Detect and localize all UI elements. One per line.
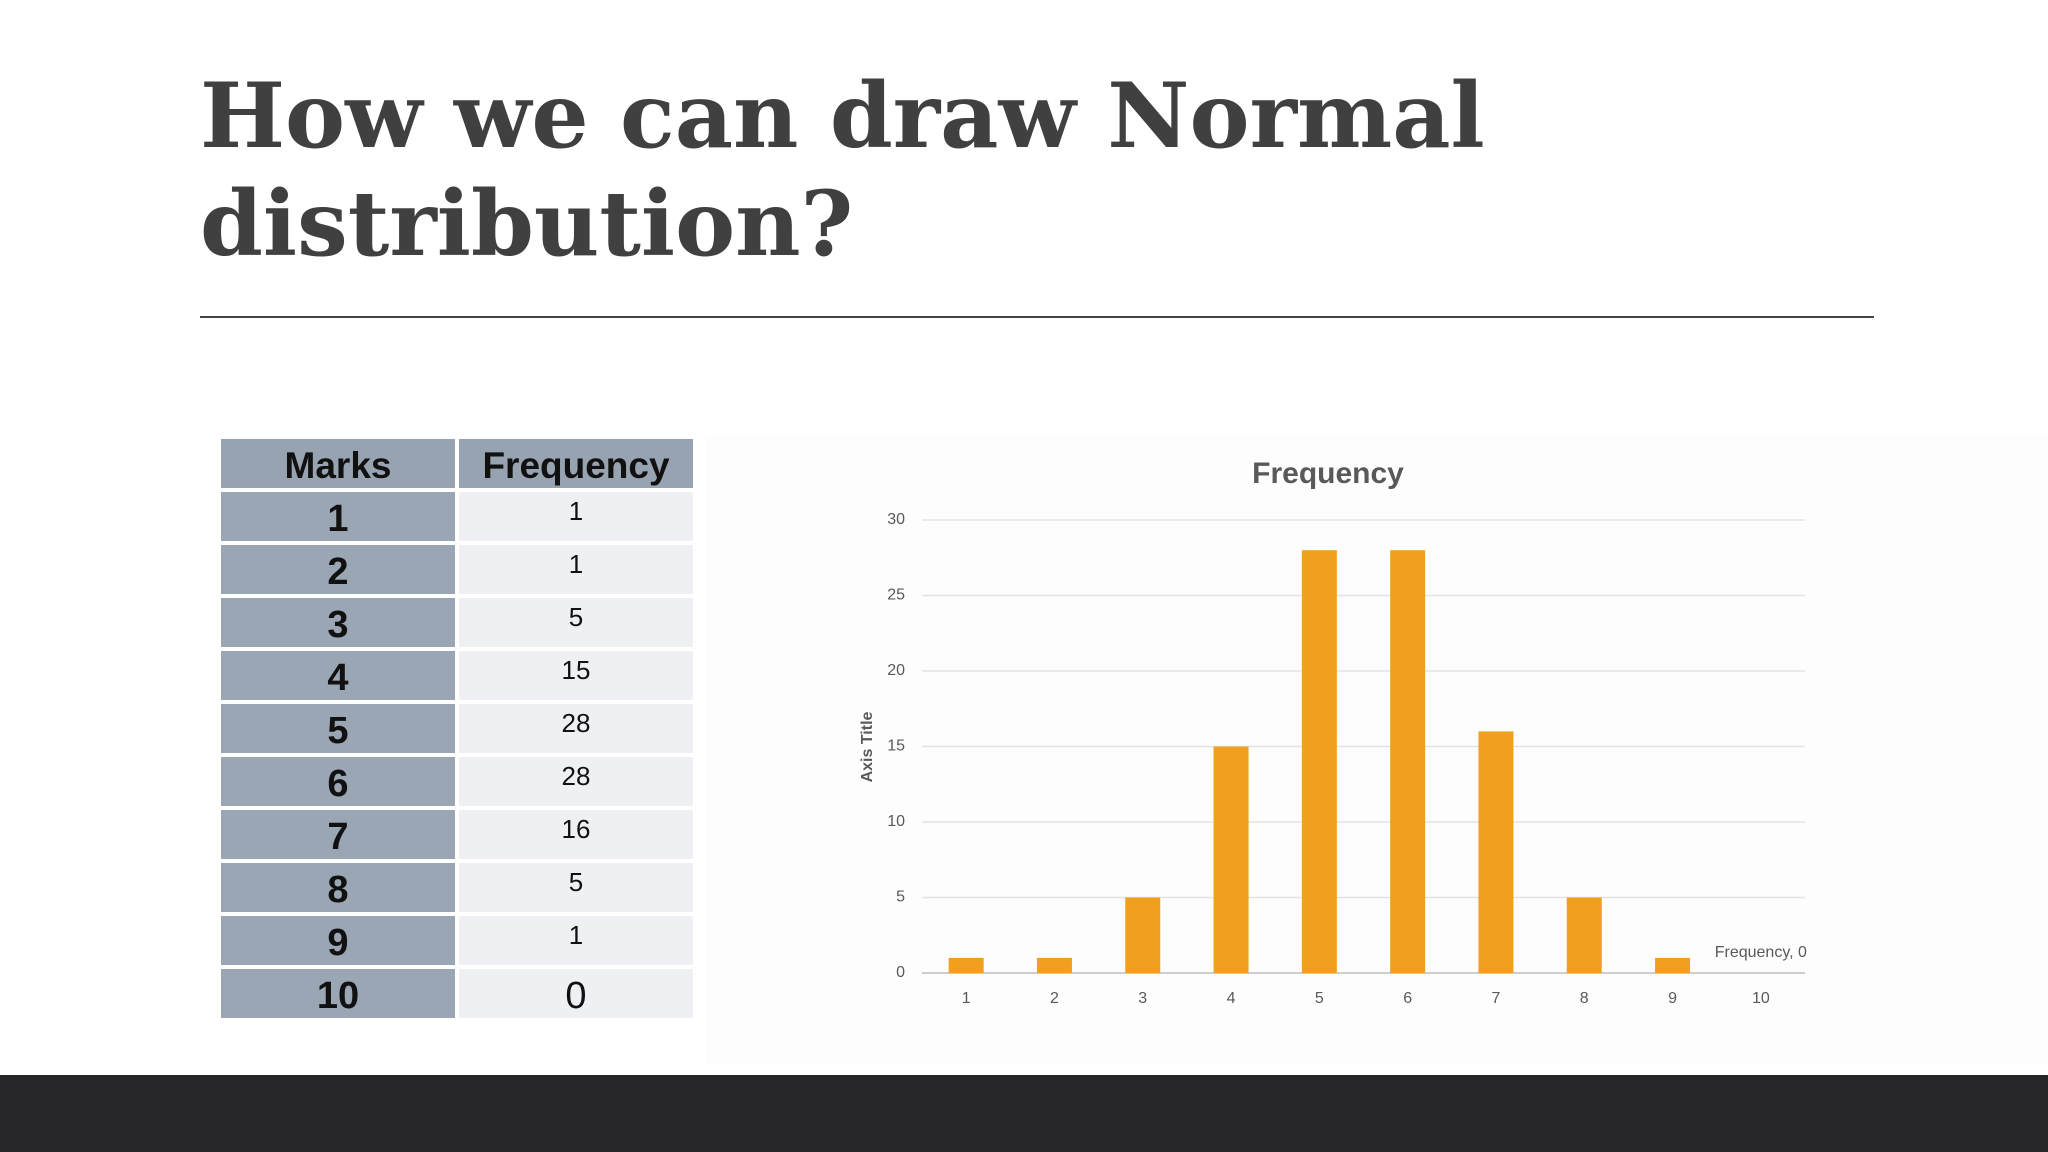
table-cell: 6 xyxy=(219,755,457,808)
table-cell: 2 xyxy=(219,543,457,596)
bar xyxy=(1655,957,1691,973)
table-row: 7 16 xyxy=(219,808,695,861)
table-cell: 7 xyxy=(219,808,457,861)
table: Marks Frequency 1 1 2 1 3 5 4 15 5 28 6 28 7 16 8 5 9 1 10 0 xyxy=(219,437,695,1020)
bar xyxy=(1566,897,1602,973)
table-cell: 3 xyxy=(219,596,457,649)
y-tick-label: 25 xyxy=(887,587,905,604)
header-cell: Frequency xyxy=(457,437,695,490)
y-tick-label: 0 xyxy=(896,964,905,981)
x-tick-label: 9 xyxy=(1668,990,1677,1007)
chart-title: Frequency xyxy=(1252,457,1404,490)
table-cell: 9 xyxy=(219,914,457,967)
bar xyxy=(1301,550,1337,973)
table-cell: 15 xyxy=(457,649,695,702)
x-tick-label: 4 xyxy=(1227,990,1236,1007)
footer-bar xyxy=(0,1075,2048,1152)
table-cell: 5 xyxy=(219,702,457,755)
bar xyxy=(1125,897,1161,973)
table-cell: 10 xyxy=(219,967,457,1020)
table-row: 4 15 xyxy=(219,649,695,702)
x-tick-label: 2 xyxy=(1050,990,1059,1007)
chart-panel xyxy=(706,435,2048,1065)
table-cell: 8 xyxy=(219,861,457,914)
slide-title: How we can draw Normal distribution? xyxy=(200,63,1485,277)
table-cell: 1 xyxy=(219,490,457,543)
x-tick-label: 3 xyxy=(1138,990,1147,1007)
bar xyxy=(948,957,984,973)
x-tick-label: 1 xyxy=(962,990,971,1007)
y-tick-label: 10 xyxy=(887,813,905,830)
y-tick-label: 5 xyxy=(896,889,905,906)
table-cell: 4 xyxy=(219,649,457,702)
table-cell: 5 xyxy=(457,861,695,914)
table-cell: 1 xyxy=(457,914,695,967)
table-header: Marks Frequency xyxy=(219,437,695,490)
table-row: 6 28 xyxy=(219,755,695,808)
bar xyxy=(1478,731,1514,973)
x-tick-label: 6 xyxy=(1403,990,1412,1007)
table-cell: 1 xyxy=(457,490,695,543)
y-tick-label: 15 xyxy=(887,738,905,755)
table-row: 10 0 xyxy=(219,967,695,1020)
x-tick-label: 5 xyxy=(1315,990,1324,1007)
bar xyxy=(1213,746,1249,973)
x-tick-label: 7 xyxy=(1491,990,1500,1007)
x-tick-label: 10 xyxy=(1752,990,1770,1007)
table-row: 5 28 xyxy=(219,702,695,755)
y-tick-label: 20 xyxy=(887,662,905,679)
bar xyxy=(1390,550,1426,973)
title-rule xyxy=(200,316,1874,318)
table-cell: 16 xyxy=(457,808,695,861)
y-axis-title: Axis Title xyxy=(859,711,876,782)
table-cell: 28 xyxy=(457,702,695,755)
y-tick-label: 30 xyxy=(887,511,905,528)
table-cell: 28 xyxy=(457,755,695,808)
table-cell: 1 xyxy=(457,543,695,596)
table-cell: 0 xyxy=(457,967,695,1020)
data-label: Frequency, 0 xyxy=(1715,944,1807,961)
bar xyxy=(1036,957,1072,973)
x-tick-label: 8 xyxy=(1580,990,1589,1007)
header-cell: Marks xyxy=(219,437,457,490)
table-cell: 5 xyxy=(457,596,695,649)
